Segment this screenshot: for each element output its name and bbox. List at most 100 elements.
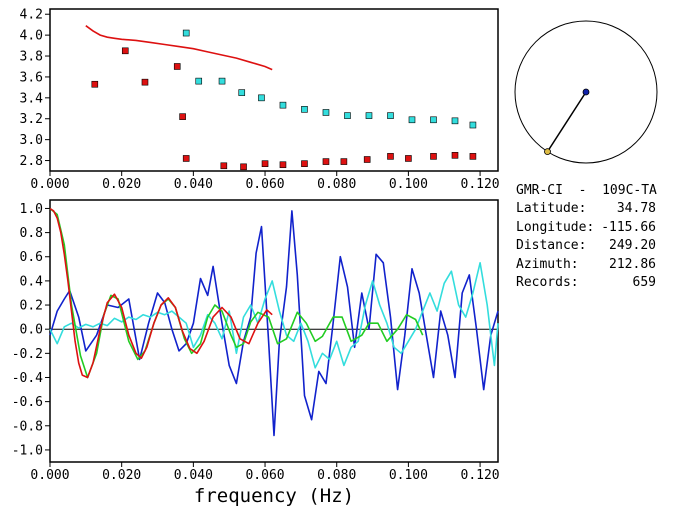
- bottom-series: [49, 207, 499, 437]
- cyan-marker: [195, 77, 203, 85]
- y-tick-label: -1.0: [12, 443, 43, 458]
- x-tick-label: 0.000: [30, 177, 69, 192]
- red-marker: [91, 80, 99, 88]
- azimuth-circle: [514, 20, 658, 164]
- cyan-marker: [344, 112, 351, 119]
- red-marker: [322, 158, 330, 165]
- info-row-distance: Distance: 249.20: [516, 237, 657, 255]
- cyan-marker: [182, 29, 190, 37]
- cyan-marker: [279, 101, 287, 109]
- red-series-line: [49, 207, 273, 379]
- info-key: Latitude:: [516, 201, 587, 217]
- x-tick-label: 0.000: [30, 468, 69, 483]
- cyan-marker: [238, 89, 246, 96]
- y-tick-label: 0.0: [20, 323, 43, 338]
- info-value: -115.66: [601, 219, 656, 235]
- red-marker: [141, 78, 149, 86]
- red-marker: [179, 113, 186, 120]
- info-value: 34.78: [616, 201, 656, 217]
- red-marker: [451, 152, 459, 159]
- bottom-x-ticks: 0.000 0.020 0.040 0.060 0.080 0.100 0.120: [30, 462, 500, 483]
- x-tick-label: 0.120: [461, 468, 500, 483]
- info-row-longitude: Longitude: -115.66: [516, 219, 657, 237]
- y-tick-label: 4.0: [20, 29, 43, 44]
- red-marker: [405, 155, 412, 162]
- station-name: GMR-CI - 109C-TA: [516, 183, 657, 198]
- info-value: 212.86: [609, 256, 656, 272]
- red-marker: [279, 161, 287, 169]
- cyan-series-line: [49, 261, 499, 369]
- event-dot: [544, 148, 551, 156]
- y-tick-label: 3.2: [20, 112, 43, 127]
- info-value: 249.20: [609, 238, 656, 254]
- cyan-marker: [218, 77, 226, 85]
- station-info-panel: GMR-CI - 109C-TA Latitude: 34.78 Longitud…: [516, 182, 657, 292]
- red-marker: [301, 160, 308, 167]
- y-tick-label: 0.8: [20, 226, 43, 241]
- y-tick-label: 0.6: [20, 250, 43, 265]
- info-value: 659: [632, 274, 656, 290]
- x-tick-label: 0.040: [174, 177, 213, 192]
- y-tick-label: -0.2: [12, 347, 43, 362]
- x-tick-label: 0.020: [102, 177, 141, 192]
- y-tick-label: 0.4: [20, 274, 44, 289]
- x-tick-label: 0.060: [245, 177, 284, 192]
- station-dot: [582, 88, 590, 96]
- red-marker: [363, 156, 371, 163]
- cyan-marker: [387, 112, 394, 119]
- top-plot-frame: [49, 8, 499, 172]
- x-tick-label: 0.080: [317, 177, 356, 192]
- x-tick-label: 0.120: [461, 177, 500, 192]
- cyan-marker: [469, 121, 477, 129]
- info-key: Records:: [516, 274, 579, 290]
- cyan-marker: [408, 116, 416, 124]
- y-tick-label: 1.0: [20, 202, 43, 217]
- red-marker: [220, 162, 228, 170]
- red-marker: [340, 158, 348, 165]
- top-y-ticks: 4.2 4.0 3.8 3.6 3.4 3.2 3.0 2.8: [20, 8, 50, 169]
- y-tick-label: 3.6: [20, 70, 43, 85]
- cyan-marker: [365, 112, 373, 119]
- azimuth-map: [514, 20, 658, 164]
- cyan-marker: [451, 117, 459, 125]
- top-series: [85, 25, 477, 171]
- x-tick-label: 0.100: [389, 177, 428, 192]
- cyan-marker: [322, 109, 330, 116]
- x-tick-label: 0.100: [389, 468, 428, 483]
- y-tick-label: -0.6: [12, 395, 43, 410]
- red-marker: [261, 160, 269, 167]
- dispersion-curve-line: [85, 25, 273, 71]
- y-tick-label: -0.4: [12, 371, 43, 386]
- x-tick-label: 0.060: [245, 468, 284, 483]
- red-marker: [469, 153, 477, 160]
- red-marker: [182, 155, 190, 162]
- x-tick-label: 0.040: [174, 468, 213, 483]
- y-tick-label: 2.8: [20, 154, 43, 169]
- red-marker: [387, 153, 394, 160]
- azimuth-line: [546, 91, 587, 153]
- x-tick-label: 0.020: [102, 468, 141, 483]
- x-axis-title: frequency (Hz): [194, 485, 354, 507]
- y-tick-label: 3.8: [20, 50, 43, 65]
- info-key: Longitude:: [516, 219, 595, 235]
- info-key: Azimuth:: [516, 256, 579, 272]
- info-row-latitude: Latitude: 34.78: [516, 200, 657, 218]
- y-tick-label: 3.4: [20, 91, 44, 106]
- info-row-records: Records: 659: [516, 274, 657, 292]
- y-tick-label: -0.8: [12, 419, 43, 434]
- red-marker: [430, 153, 437, 160]
- red-marker: [240, 163, 247, 171]
- cyan-marker: [301, 106, 308, 113]
- red-marker: [121, 47, 129, 55]
- cyan-marker: [258, 94, 265, 102]
- bottom-y-ticks: 1.0 0.8 0.6 0.4 0.2 0.0 -0.2 -0.4 -0.6 -0.8 -1.0: [12, 202, 50, 458]
- info-row-azimuth: Azimuth: 212.86: [516, 256, 657, 274]
- cyan-marker: [430, 116, 437, 124]
- top-x-ticks: 0.000 0.020 0.040 0.060 0.080 0.100 0.120: [30, 171, 500, 192]
- y-tick-label: 0.2: [20, 299, 43, 314]
- y-tick-label: 4.2: [20, 8, 43, 23]
- y-tick-label: 3.0: [20, 133, 43, 148]
- red-marker: [173, 63, 181, 70]
- x-tick-label: 0.080: [317, 468, 356, 483]
